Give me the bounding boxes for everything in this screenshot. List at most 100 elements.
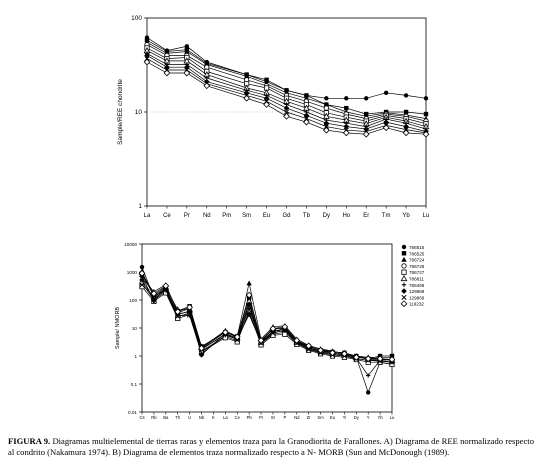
plot-frame: [141, 243, 393, 413]
x-tick-label: Eu: [330, 415, 336, 420]
data-point: [283, 105, 290, 111]
data-point: [303, 118, 310, 126]
x-tick-label: K: [212, 415, 215, 420]
data-point: [376, 355, 384, 363]
data-point: [246, 301, 252, 308]
x-tick-label: Lu: [423, 213, 430, 219]
series-line: [146, 58, 427, 134]
series-line: [146, 47, 427, 125]
x-tick-label: Ba: [163, 415, 169, 420]
legend-marker: [401, 269, 407, 275]
data-point: [198, 344, 205, 352]
x-tick-label: Sr: [271, 415, 276, 420]
legend-label: 786726: [409, 264, 425, 269]
x-tick-label: Cs: [139, 415, 144, 420]
data-point: [364, 355, 372, 363]
legend-marker: [401, 263, 407, 269]
series-1: [139, 264, 395, 395]
data-point: [257, 337, 265, 344]
data-point: [174, 308, 182, 316]
data-point: [322, 126, 330, 134]
data-point: [163, 69, 171, 77]
series-line: [146, 39, 427, 115]
x-tick-label: P: [283, 415, 286, 420]
x-tick-label: Yb: [402, 213, 410, 219]
series-4: [139, 280, 395, 365]
legend-marker: [400, 300, 408, 308]
data-point: [233, 333, 241, 341]
data-point: [352, 353, 360, 361]
x-tick-label: Tb: [303, 213, 311, 219]
data-point: [270, 330, 276, 336]
data-point: [204, 64, 210, 70]
data-point: [245, 291, 253, 299]
data-point: [403, 93, 409, 98]
series-10: [143, 58, 430, 138]
data-point: [246, 280, 252, 286]
data-point: [243, 73, 250, 79]
series-line: [146, 50, 427, 127]
x-tick-label: Pm: [222, 213, 231, 219]
data-point: [341, 350, 348, 358]
x-tick-label: Nb: [199, 415, 205, 420]
x-tick-label: U: [188, 415, 191, 420]
data-point: [343, 123, 350, 130]
data-point: [303, 116, 309, 122]
data-point: [403, 109, 409, 115]
data-point: [423, 111, 429, 117]
legend-label: 129869: [409, 295, 425, 300]
legend-marker: [401, 282, 407, 287]
data-point: [139, 264, 145, 270]
x-tick-label: Tm: [382, 213, 391, 219]
series-10: [138, 269, 396, 363]
data-point: [362, 130, 370, 138]
data-point: [422, 130, 430, 138]
y-tick-label: 100: [131, 15, 142, 22]
data-point: [184, 64, 190, 70]
data-point: [186, 308, 193, 315]
series-line: [141, 286, 393, 365]
x-tick-label: Dy: [323, 213, 330, 219]
legend-label: 786727: [409, 270, 425, 275]
data-point: [246, 310, 252, 316]
x-tick-label: Pr: [259, 415, 264, 420]
nmorb-trace-chart: 0.01 0.1 1 10 100 1000 10000 Cs Rb Ba Th U Nb K La Ce Pb…: [115, 242, 425, 420]
data-point: [203, 82, 211, 90]
series-line: [146, 53, 427, 130]
legend-marker: [400, 274, 408, 282]
x-tick-label: Th: [175, 415, 181, 420]
y-tick-label: 0.1: [131, 382, 138, 387]
data-point: [365, 390, 371, 395]
data-point: [150, 290, 158, 297]
y-tick-label: 0.01: [128, 410, 137, 415]
legend-marker: [401, 256, 407, 262]
data-point: [342, 129, 350, 137]
legend-marker: [401, 244, 407, 250]
legend-label: 786811: [409, 277, 424, 282]
data-point: [264, 77, 269, 83]
data-point: [263, 101, 270, 108]
legend-label: 786468: [409, 283, 425, 288]
data-point: [221, 328, 229, 336]
data-point: [184, 48, 190, 54]
series-line: [141, 284, 393, 363]
y-tick-label: 10: [135, 109, 143, 116]
series-line: [146, 42, 427, 119]
data-point: [306, 346, 312, 353]
x-tick-label: Lu: [390, 415, 395, 420]
series-9: [139, 282, 395, 365]
caption-text: Diagramas multielemental de tierras rara…: [8, 436, 534, 457]
caption-label: FIGURA 9.: [8, 436, 51, 446]
data-point: [304, 93, 309, 98]
data-point: [344, 105, 349, 111]
x-tick-label: Ti: [343, 415, 346, 420]
x-tick-label: La: [223, 415, 228, 420]
data-point: [365, 373, 371, 378]
data-point: [323, 124, 329, 130]
legend-label: 129868: [409, 289, 425, 294]
data-point: [324, 96, 329, 101]
x-tick-label: Sm: [242, 213, 251, 219]
data-point: [144, 56, 150, 62]
x-tick-label: Ho: [342, 213, 350, 219]
